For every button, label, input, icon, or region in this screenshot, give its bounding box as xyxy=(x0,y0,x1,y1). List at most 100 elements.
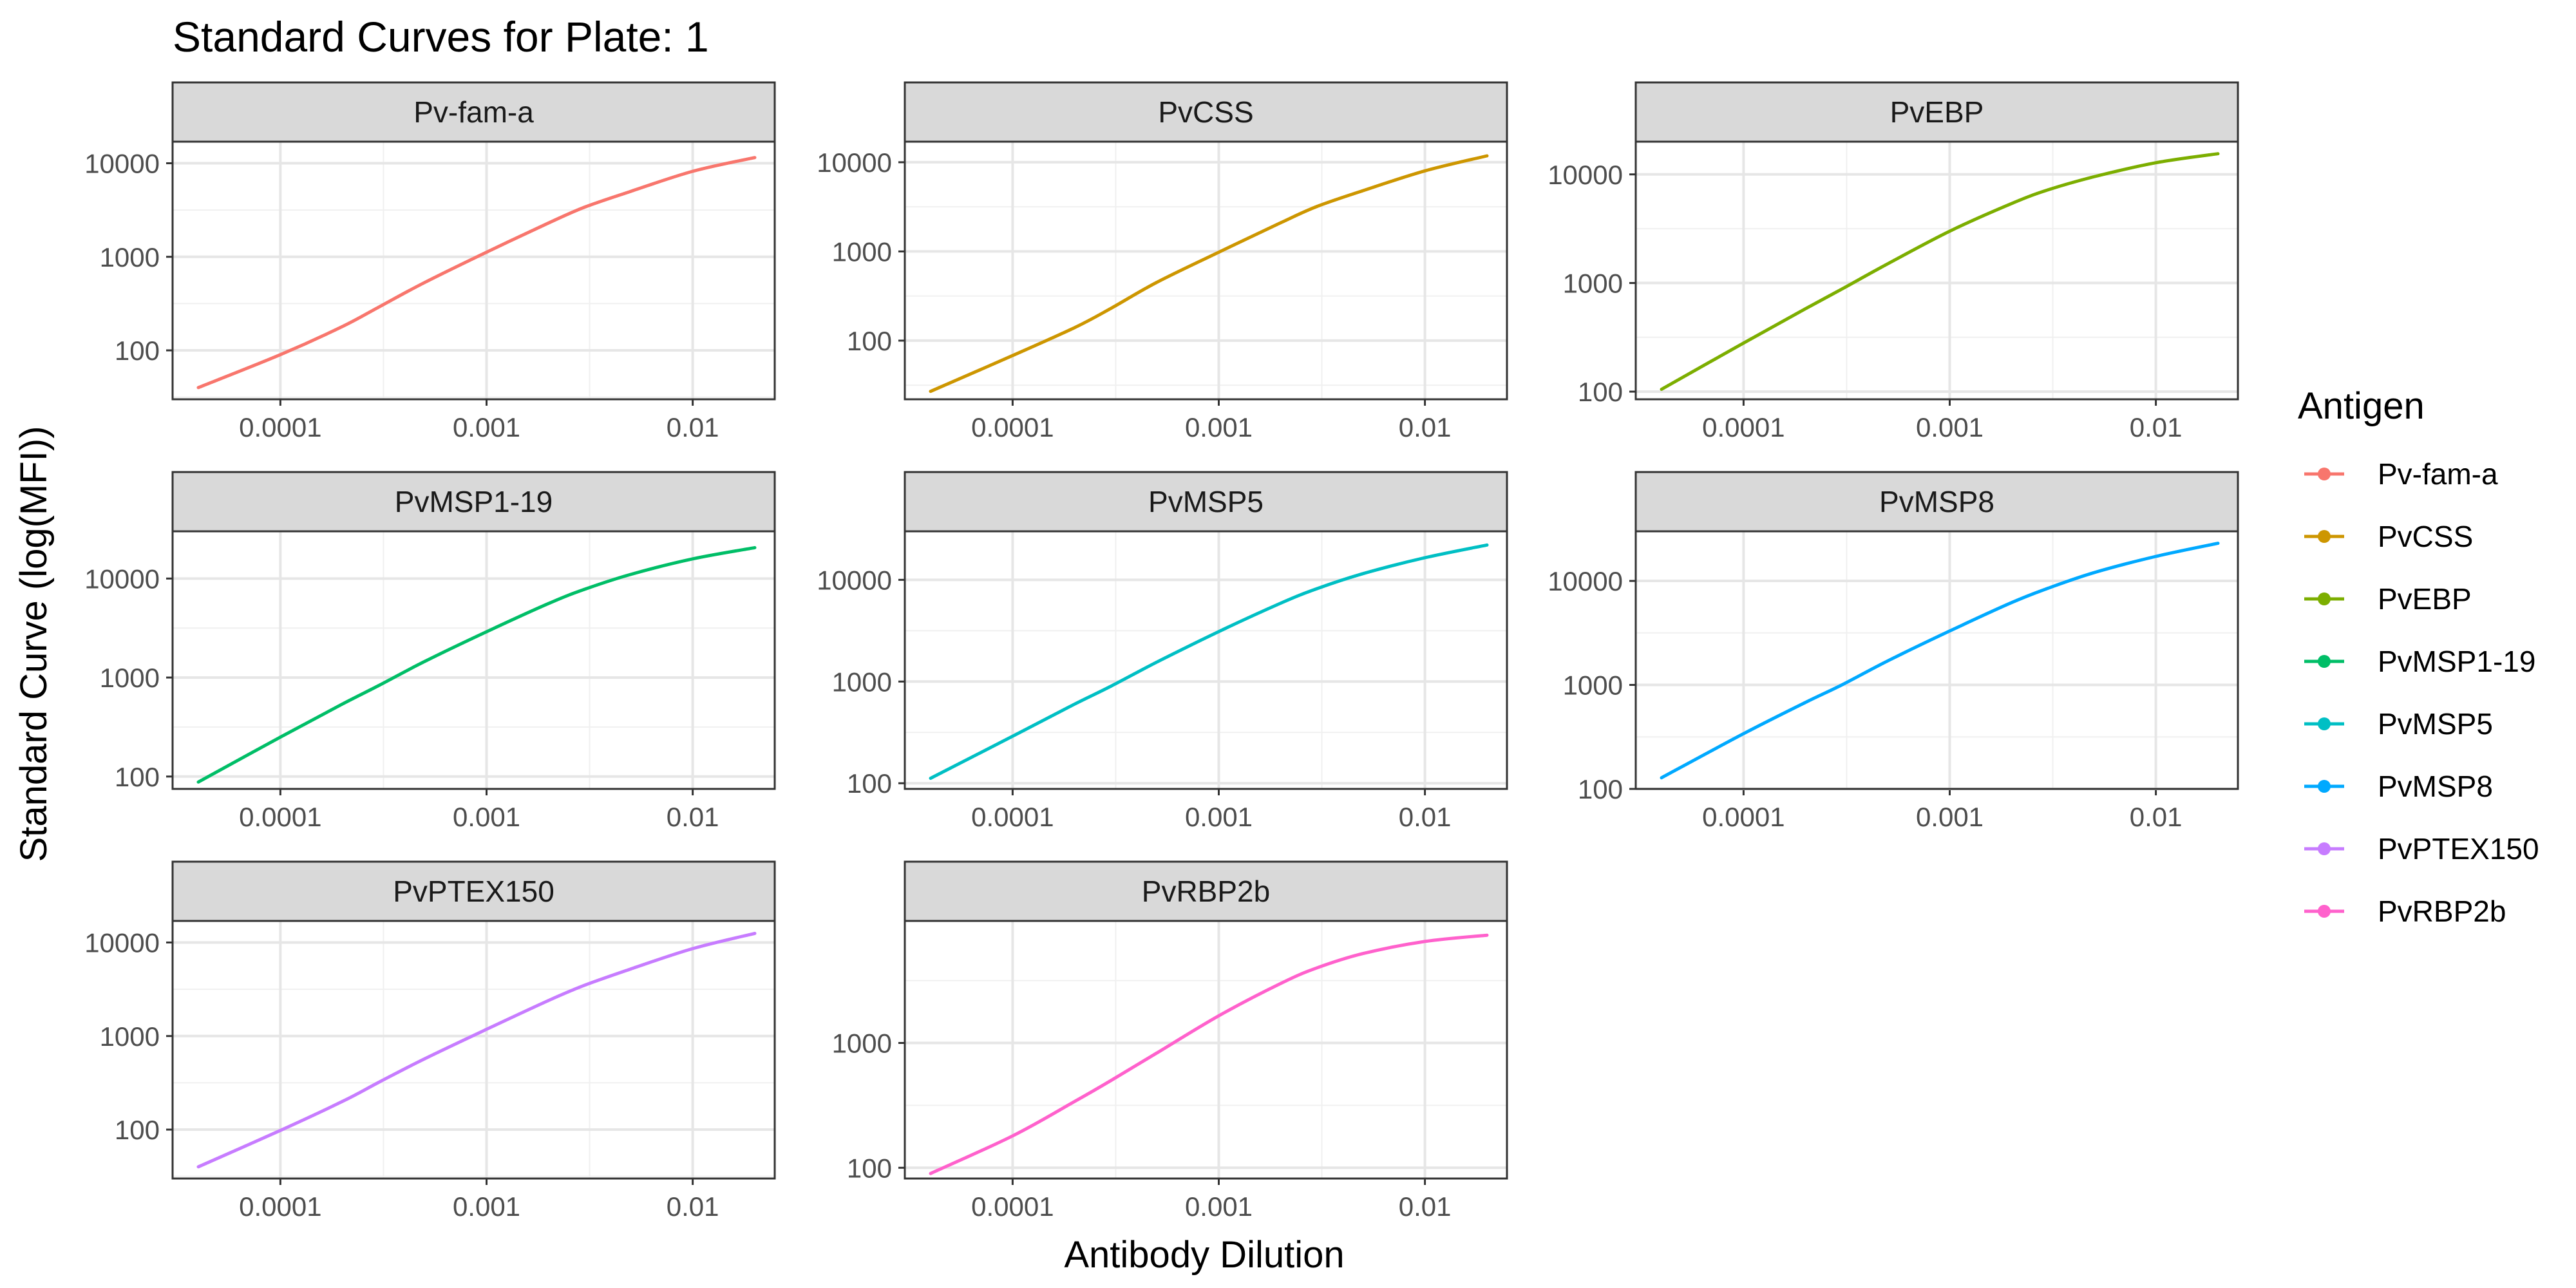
panel-title-pvmsp8: PvMSP8 xyxy=(1879,485,1994,518)
panel-pvptex150: PvPTEX150 0.0001 0.001 0.01 100 1000 10000 xyxy=(84,860,776,1222)
panel-pvcss: PvCSS 0.0001 0.001 0.01 100 1000 10000 xyxy=(817,81,1508,442)
x-tick-label: 0.0001 xyxy=(1702,412,1785,442)
y-tick-label: 100 xyxy=(847,326,892,356)
series-line-pv-fam-a xyxy=(196,156,757,390)
panel-strip-pvebp xyxy=(1634,81,2239,143)
y-tick-label: 1000 xyxy=(100,242,160,272)
x-tick-label: 0.01 xyxy=(2130,802,2183,832)
facet-panels: Pv-fam-a0.0001 0.001 0.01100100010000PvCSS… xyxy=(84,81,2239,1222)
panel-strip-pv-fam-a xyxy=(171,81,776,143)
y-tick-label: 10000 xyxy=(1548,160,1623,190)
y-axis-title: Standard Curve (log(MFI)) xyxy=(13,426,55,862)
y-tick-label: 10000 xyxy=(84,927,160,958)
x-tick-label: 0.001 xyxy=(1916,802,1984,832)
panel-background-pvrbp2b xyxy=(905,921,1507,1179)
y-tick-label: 10000 xyxy=(84,148,160,178)
panel-border-pvmsp5 xyxy=(904,530,1508,790)
y-tick-label: 100 xyxy=(115,1115,160,1145)
panel-border-pvptex150 xyxy=(171,920,776,1180)
panel-title-pvmsp1-19: PvMSP1-19 xyxy=(395,485,553,518)
legend-label-pvrbp2b: PvRBP2b xyxy=(2378,895,2506,928)
x-tick-label: 0.0001 xyxy=(971,802,1054,832)
legend-item-pvmsp5: PvMSP5 xyxy=(2304,707,2493,741)
panel-strip-pvrbp2b xyxy=(904,860,1508,922)
y-tick-label: 1000 xyxy=(100,1021,160,1052)
y-tick-label: 1000 xyxy=(832,236,892,267)
panel-strip-pvmsp5 xyxy=(904,471,1508,533)
panel-title-pvmsp5: PvMSP5 xyxy=(1148,485,1264,518)
panel-title-pv-fam-a: Pv-fam-a xyxy=(413,95,534,129)
y-tick-label: 100 xyxy=(847,1153,892,1183)
panel-pvmsp1-19: PvMSP1-19 0.0001 0.001 0.01 100 1000 10000 xyxy=(84,471,776,832)
legend-key-point-pvrbp2b xyxy=(2318,905,2331,918)
series-line-pvcss xyxy=(929,154,1489,393)
legend-label-pvmsp8: PvMSP8 xyxy=(2378,770,2493,803)
y-tick-label: 1000 xyxy=(1563,268,1623,298)
y-tick-label: 1000 xyxy=(100,663,160,693)
legend-label-pvebp: PvEBP xyxy=(2378,582,2472,616)
legend-key-point-pv-fam-a xyxy=(2318,468,2331,480)
x-tick-label: 0.001 xyxy=(453,802,520,832)
panel-border-pvmsp8 xyxy=(1634,530,2239,790)
y-tick-label: 1000 xyxy=(1563,670,1623,701)
legend-item-pvptex150: PvPTEX150 xyxy=(2304,832,2539,866)
y-tick-label: 100 xyxy=(1578,377,1623,407)
series-line-pvrbp2b xyxy=(929,933,1489,1175)
x-axis-title: Antibody Dilution xyxy=(1064,1234,1344,1276)
legend-key-point-pvmsp1-19 xyxy=(2318,655,2331,668)
x-tick-label: 0.01 xyxy=(1399,412,1452,442)
x-tick-label: 0.001 xyxy=(453,412,520,442)
x-tick-label: 0.001 xyxy=(1185,802,1253,832)
x-tick-label: 0.0001 xyxy=(239,1191,321,1222)
panel-border-pvebp xyxy=(1634,140,2239,401)
panel-border-pvrbp2b xyxy=(904,920,1508,1180)
panel-border-pvcss xyxy=(904,140,1508,401)
x-tick-label: 0.01 xyxy=(667,1191,719,1222)
panel-strip-pvcss xyxy=(904,81,1508,143)
x-tick-label: 0.0001 xyxy=(239,802,321,832)
x-tick-label: 0.0001 xyxy=(971,412,1054,442)
legend-item-pvrbp2b: PvRBP2b xyxy=(2304,895,2506,928)
series-line-pvptex150 xyxy=(196,931,757,1169)
x-tick-label: 0.01 xyxy=(667,802,719,832)
series-line-pvmsp1-19 xyxy=(196,545,757,784)
x-tick-label: 0.0001 xyxy=(971,1191,1054,1222)
panel-pv-fam-a: Pv-fam-a 0.0001 0.001 0.01 100 1000 10000 xyxy=(84,81,776,442)
y-tick-label: 10000 xyxy=(817,147,892,178)
legend-key-point-pvptex150 xyxy=(2318,842,2331,855)
y-tick-label: 10000 xyxy=(1548,566,1623,596)
chart-title: Standard Curves for Plate: 1 xyxy=(173,13,709,61)
legend-key-point-pvcss xyxy=(2318,530,2331,543)
panel-title-pvptex150: PvPTEX150 xyxy=(393,875,554,908)
legend-label-pvptex150: PvPTEX150 xyxy=(2378,832,2539,866)
x-tick-label: 0.01 xyxy=(2130,412,2183,442)
panel-background-pvmsp1-19 xyxy=(173,531,775,789)
legend-label-pvmsp1-19: PvMSP1-19 xyxy=(2378,645,2535,678)
legend-item-pvcss: PvCSS xyxy=(2304,520,2473,553)
legend-item-pvmsp1-19: PvMSP1-19 xyxy=(2304,645,2535,678)
x-tick-label: 0.01 xyxy=(667,412,719,442)
y-tick-label: 1000 xyxy=(832,1028,892,1058)
panel-background-pvcss xyxy=(905,142,1507,399)
panel-background-pvptex150 xyxy=(173,921,775,1179)
x-tick-label: 0.0001 xyxy=(1702,802,1785,832)
y-tick-label: 100 xyxy=(115,336,160,366)
legend-label-pvcss: PvCSS xyxy=(2378,520,2473,553)
y-tick-label: 1000 xyxy=(832,667,892,697)
y-tick-label: 10000 xyxy=(817,565,892,595)
legend-label-pv-fam-a: Pv-fam-a xyxy=(2378,457,2498,491)
legend: Antigen Pv-fam-a PvCSS PvEBP PvMSP1-19 PvMSP… xyxy=(2298,385,2539,928)
x-tick-label: 0.001 xyxy=(1185,412,1253,442)
legend-item-pvebp: PvEBP xyxy=(2304,582,2472,616)
panel-background-pvmsp8 xyxy=(1636,531,2238,789)
legend-entries: Pv-fam-a PvCSS PvEBP PvMSP1-19 PvMSP5 PvMSP8 P… xyxy=(2304,457,2539,928)
legend-item-pv-fam-a: Pv-fam-a xyxy=(2304,457,2498,491)
x-tick-label: 0.01 xyxy=(1399,802,1452,832)
panel-title-pvrbp2b: PvRBP2b xyxy=(1142,875,1270,908)
legend-item-pvmsp8: PvMSP8 xyxy=(2304,770,2493,803)
x-tick-label: 0.0001 xyxy=(239,412,321,442)
legend-key-point-pvmsp8 xyxy=(2318,780,2331,793)
legend-key-point-pvebp xyxy=(2318,592,2331,605)
panel-pvrbp2b: PvRBP2b 0.0001 0.001 0.01 100 1000 xyxy=(832,860,1508,1222)
